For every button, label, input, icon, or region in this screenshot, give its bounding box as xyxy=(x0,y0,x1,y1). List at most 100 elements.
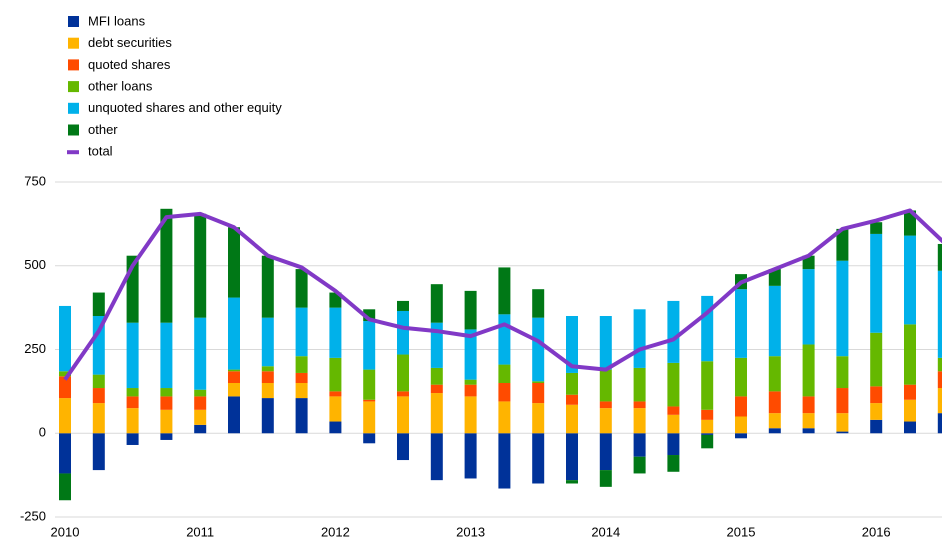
x-tick-label: 2012 xyxy=(321,524,350,539)
bar-segment xyxy=(836,356,849,389)
bar-segment xyxy=(363,321,376,370)
x-tick-label: 2010 xyxy=(51,524,80,539)
bar-segment xyxy=(329,357,342,392)
bar-segment xyxy=(633,401,646,409)
bar-segment xyxy=(498,401,511,434)
bar-segment xyxy=(126,408,139,434)
legend-label: debt securities xyxy=(88,35,172,50)
legend-swatch xyxy=(68,37,79,49)
bar-segment xyxy=(904,210,916,236)
bar-segment xyxy=(295,269,308,308)
bar-segment xyxy=(667,433,680,456)
bar-segment xyxy=(126,322,139,389)
bar-segment xyxy=(92,316,105,375)
bar-segment xyxy=(59,371,71,377)
bar-segment xyxy=(92,292,105,316)
bar-segment xyxy=(566,316,578,373)
bar-segment xyxy=(870,332,883,387)
bar-segment xyxy=(92,403,105,434)
legend-swatch xyxy=(67,150,79,155)
bar-segment xyxy=(802,255,815,270)
bar-segment xyxy=(464,329,477,380)
bar-segment xyxy=(261,398,274,434)
legend-label: unquoted shares and other equity xyxy=(88,100,282,115)
bar-segment xyxy=(228,371,240,383)
bar-segment xyxy=(937,357,942,372)
bar-segment xyxy=(904,421,916,434)
bar-segment xyxy=(532,381,545,383)
bar-segment xyxy=(363,401,376,434)
legend: MFI loans debt securities quoted shares oth… xyxy=(67,13,282,159)
bar-segment xyxy=(667,300,680,363)
bar-segment xyxy=(498,383,511,402)
bar-segment xyxy=(599,401,612,409)
axes: -250 0 250 500 750 2010 2011 2012 2013 2014 2015 20… xyxy=(20,173,891,539)
bar-segment xyxy=(870,403,883,420)
bar-segment xyxy=(194,389,207,397)
bar-segment xyxy=(228,227,240,298)
bar-segment xyxy=(633,367,646,402)
bar-segment xyxy=(836,260,849,357)
x-tick-label: 2014 xyxy=(591,524,620,539)
bar-segment xyxy=(735,433,747,439)
bar-segment xyxy=(194,396,207,410)
bar-segment xyxy=(464,384,477,397)
bar-segment xyxy=(295,307,308,357)
bar-segment xyxy=(904,324,916,385)
y-tick-label: 500 xyxy=(24,257,46,272)
bar-segment xyxy=(59,473,71,501)
bar-segment xyxy=(937,243,942,271)
bar-segment xyxy=(904,235,916,325)
bar-segment xyxy=(397,391,409,397)
legend-swatch xyxy=(68,81,79,93)
y-tick-label: 750 xyxy=(24,173,46,188)
bar-segment xyxy=(701,361,714,410)
bar-segment xyxy=(430,384,443,394)
bar-segment xyxy=(870,233,883,333)
x-tick-label: 2013 xyxy=(456,524,485,539)
bar-segment xyxy=(363,369,376,400)
bar-segment xyxy=(261,317,274,367)
bar-segment xyxy=(836,413,849,432)
bar-segment xyxy=(228,369,240,372)
bar-segment xyxy=(870,419,883,434)
bar-segment xyxy=(532,433,545,484)
bar-segment xyxy=(667,406,680,415)
bar-segment xyxy=(768,391,781,414)
bar-segment xyxy=(295,383,308,399)
bar-segment xyxy=(363,399,376,402)
bar-segment xyxy=(397,396,409,434)
bar-segment xyxy=(768,269,781,286)
bar-segment xyxy=(498,267,511,315)
bar-segment xyxy=(430,393,443,434)
bar-segment xyxy=(633,309,646,368)
bar-segment xyxy=(194,409,207,425)
bar-segment xyxy=(464,433,477,479)
bar-segment xyxy=(599,369,612,402)
bar-segment xyxy=(160,409,173,434)
bar-segment xyxy=(802,413,815,429)
bar-segment xyxy=(633,433,646,457)
bar-segment xyxy=(701,434,714,449)
bar-segment xyxy=(498,433,511,489)
bar-segment xyxy=(194,213,207,318)
bar-segment xyxy=(870,386,883,404)
legend-label: other loans xyxy=(88,79,153,94)
plot-area xyxy=(59,208,942,501)
bar-segment xyxy=(430,284,443,323)
bar-segment xyxy=(735,357,747,397)
bar-segment xyxy=(397,310,409,355)
legend-swatch xyxy=(68,59,79,71)
bar-segment xyxy=(836,228,849,261)
bar-segment xyxy=(295,356,308,373)
bar-segment xyxy=(701,419,714,434)
bar-segment xyxy=(802,269,815,345)
y-tick-label: -250 xyxy=(20,508,46,523)
bar-segment xyxy=(904,384,916,400)
bar-segment xyxy=(194,317,207,390)
bar-segment xyxy=(937,371,942,389)
legend-swatch xyxy=(68,102,79,114)
bar-segment xyxy=(633,456,646,474)
